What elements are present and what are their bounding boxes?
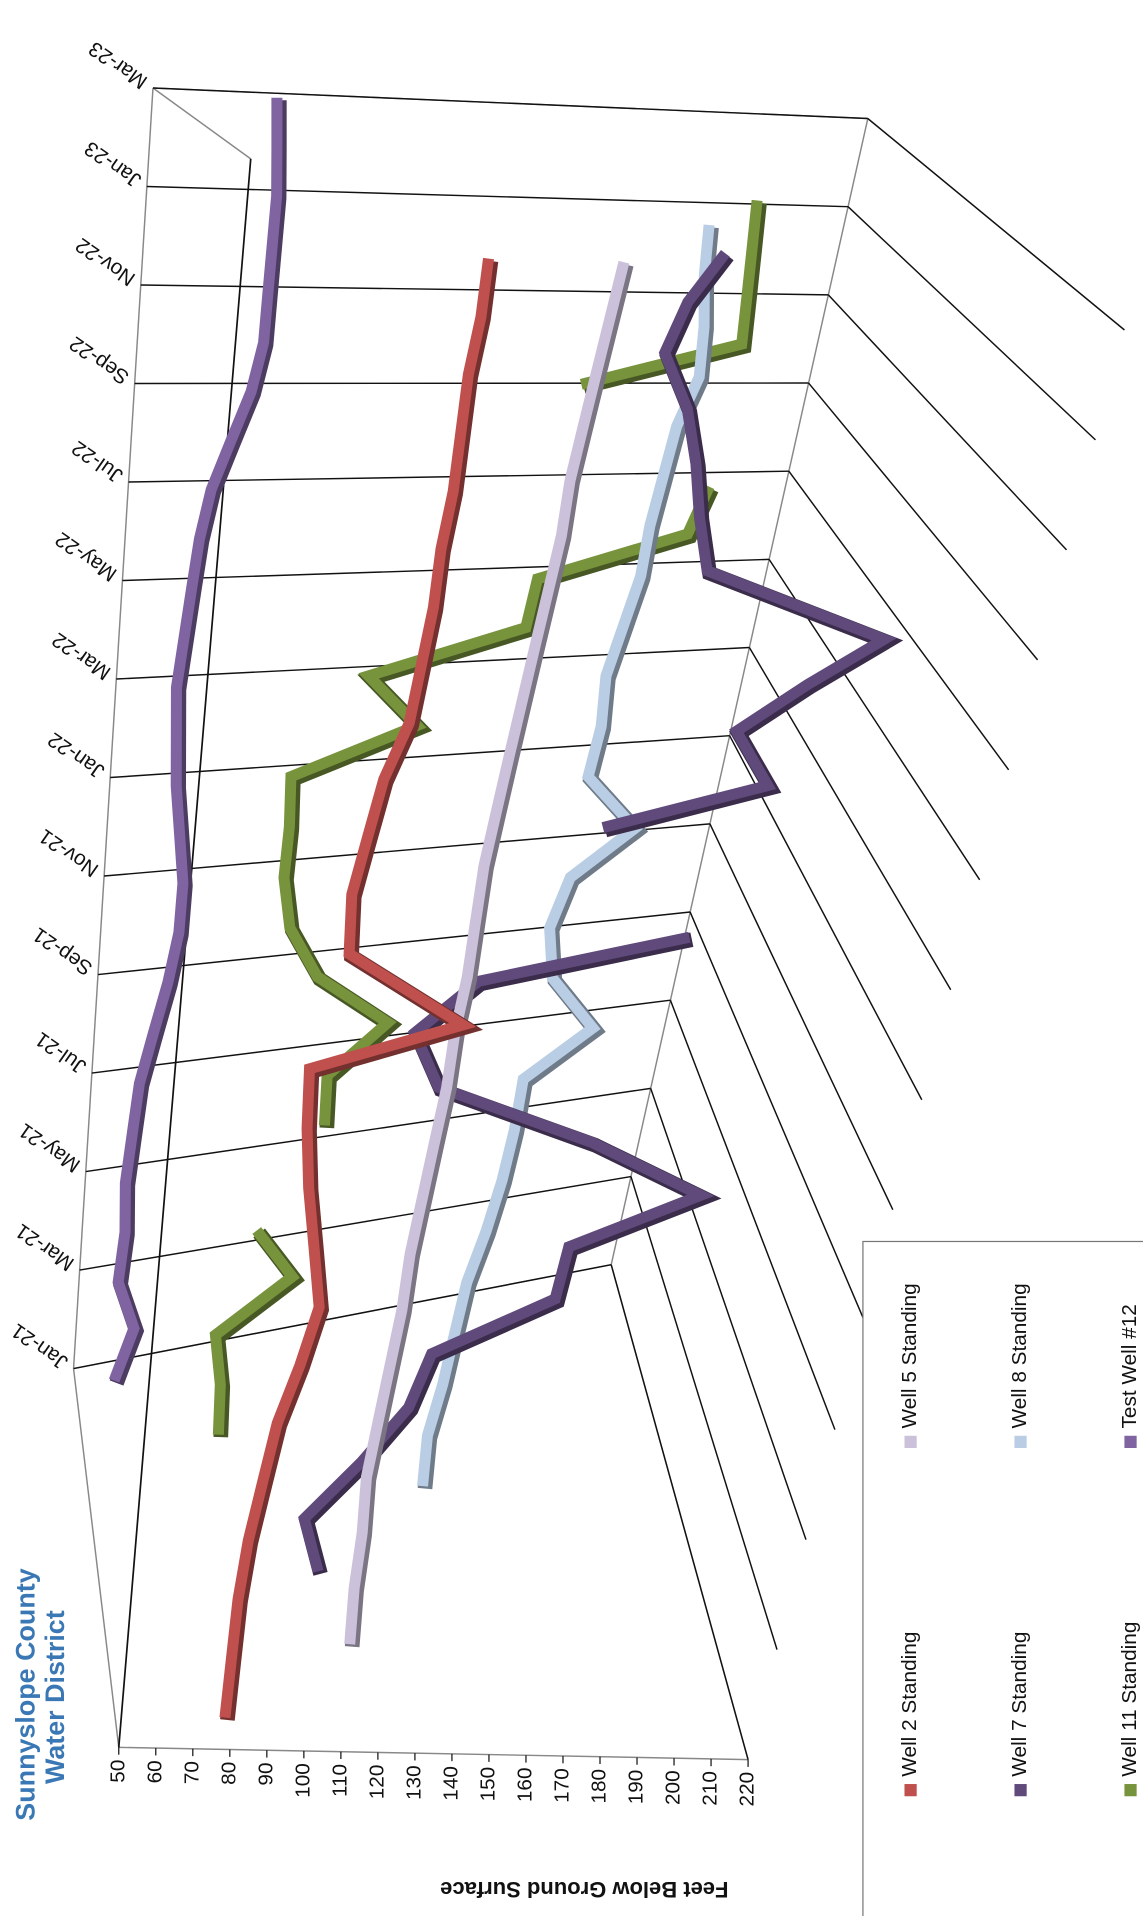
legend-box bbox=[862, 1240, 1143, 1916]
date-grid-line bbox=[146, 185, 849, 208]
date-grid-line bbox=[97, 911, 691, 976]
data-line bbox=[219, 257, 494, 1719]
date-grid-line bbox=[788, 470, 1010, 771]
date-grid-line bbox=[847, 206, 1096, 441]
date-grid-line bbox=[73, 1263, 612, 1370]
box-edge bbox=[152, 87, 252, 160]
y-tick-label: 50 bbox=[106, 1760, 129, 1783]
logo-line: Water District bbox=[40, 1610, 70, 1784]
date-grid-line bbox=[669, 999, 836, 1430]
y-axis-title: Feet Below Ground Surface bbox=[440, 1877, 728, 1902]
legend-swatch bbox=[1124, 1435, 1137, 1448]
date-grid-line bbox=[689, 911, 865, 1320]
box-edge bbox=[118, 1746, 749, 1761]
date-grid-line bbox=[610, 1264, 749, 1760]
data-line bbox=[417, 224, 715, 1487]
date-grid-line bbox=[630, 1176, 778, 1650]
y-tick-label: 90 bbox=[254, 1762, 277, 1785]
box-edge bbox=[72, 1368, 120, 1748]
date-grid-line bbox=[709, 823, 894, 1211]
y-tick-label: 190 bbox=[625, 1770, 648, 1805]
legend-item: Well 2 Standing bbox=[898, 1632, 921, 1797]
date-grid-line bbox=[110, 734, 730, 779]
legend-label: Well 11 Standing bbox=[1118, 1622, 1141, 1777]
y-tick-label: 160 bbox=[513, 1767, 536, 1802]
date-grid-line bbox=[808, 382, 1039, 661]
legend-label: Test Well #12 bbox=[1118, 1304, 1141, 1428]
data-line bbox=[209, 199, 763, 1435]
y-tick-label: 170 bbox=[550, 1768, 573, 1803]
logo-line: Sunnyslope County bbox=[10, 1568, 40, 1820]
y-tick-label: 210 bbox=[699, 1771, 722, 1806]
legend-item: Test Well #12 bbox=[1118, 1304, 1141, 1448]
box-edge bbox=[72, 87, 154, 1369]
date-grid-line bbox=[85, 1087, 651, 1173]
y-tick-label: 150 bbox=[476, 1767, 499, 1802]
legend-label: Well 2 Standing bbox=[898, 1632, 921, 1777]
legend-item: Well 5 Standing bbox=[898, 1283, 921, 1448]
legend-label: Well 8 Standing bbox=[1008, 1283, 1031, 1428]
y-tick-label: 80 bbox=[217, 1762, 240, 1785]
legend: Well 2 Standing Well 5 Standing Well 7 Sta… bbox=[898, 1283, 1141, 1797]
data-line bbox=[108, 97, 283, 1383]
y-tick-label: 180 bbox=[587, 1769, 610, 1804]
legend-item: Well 11 Standing bbox=[1118, 1622, 1141, 1797]
y-tick-label: 140 bbox=[439, 1766, 462, 1801]
y-tick-label: 220 bbox=[736, 1772, 759, 1807]
legend-label: Well 5 Standing bbox=[898, 1283, 921, 1428]
legend-item: Well 7 Standing bbox=[1008, 1632, 1031, 1797]
legend-swatch bbox=[1124, 1784, 1137, 1797]
legend-item: Well 8 Standing bbox=[1008, 1283, 1031, 1448]
date-grid-line bbox=[867, 117, 1125, 331]
y-tick-label: 70 bbox=[180, 1761, 203, 1784]
date-grid-line bbox=[827, 294, 1068, 551]
y-tick-label: 100 bbox=[291, 1763, 314, 1798]
date-grid-line bbox=[649, 1088, 807, 1540]
y-tick-label: 200 bbox=[662, 1770, 685, 1805]
date-grid-line bbox=[79, 1175, 632, 1271]
legend-swatch bbox=[904, 1784, 917, 1797]
box-edge bbox=[610, 118, 869, 1265]
y-tick-label: 130 bbox=[402, 1765, 425, 1800]
legend-label: Well 7 Standing bbox=[1008, 1632, 1031, 1777]
y-tick-label: 110 bbox=[328, 1764, 351, 1797]
legend-swatch bbox=[904, 1435, 917, 1448]
data-line bbox=[344, 260, 630, 1645]
lines bbox=[108, 97, 904, 1721]
grid bbox=[73, 87, 1125, 1767]
date-grid-line bbox=[152, 87, 868, 120]
legend-swatch bbox=[1014, 1435, 1027, 1448]
y-tick-label: 120 bbox=[365, 1765, 388, 1800]
y-tick-label: 60 bbox=[143, 1760, 166, 1783]
legend-swatch bbox=[1014, 1784, 1027, 1797]
data-line bbox=[298, 249, 897, 1573]
